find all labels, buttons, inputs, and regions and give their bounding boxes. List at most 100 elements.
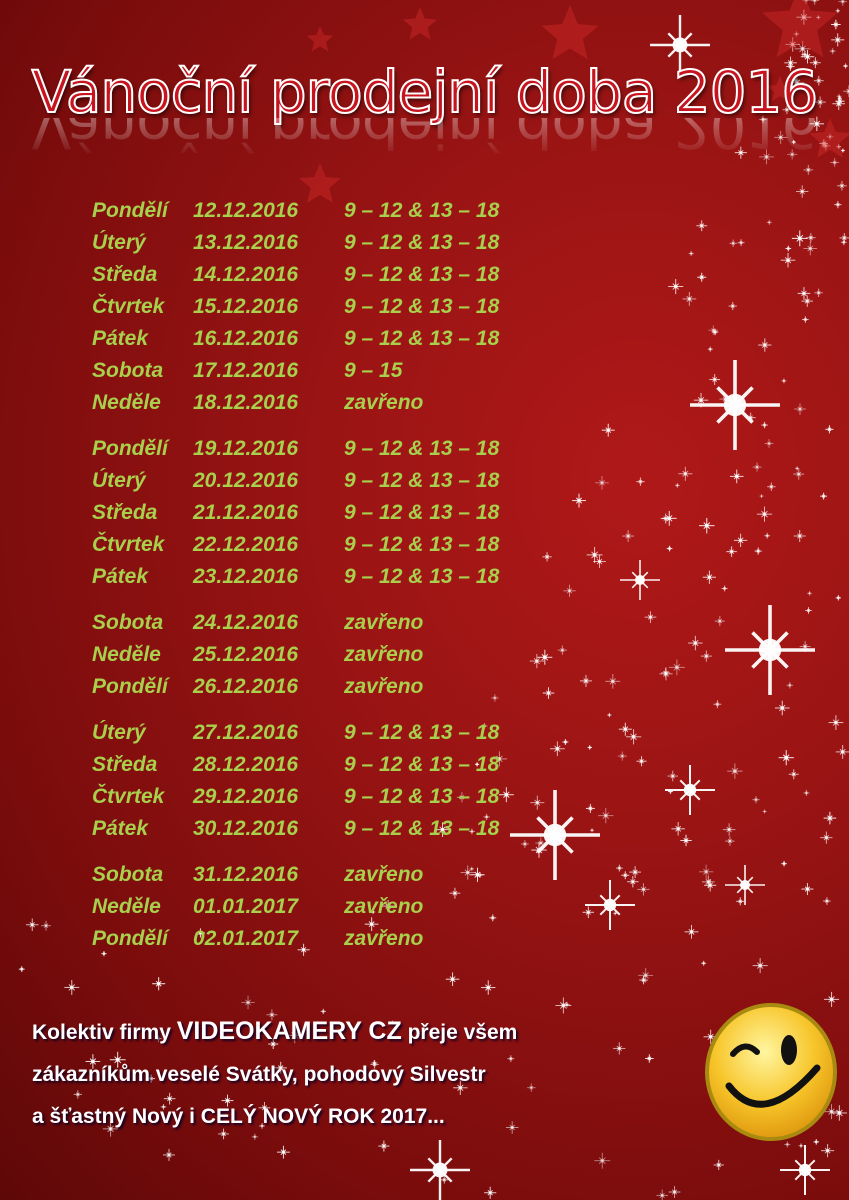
schedule-day: Úterý [92,231,146,254]
sparkle-star-icon [830,158,840,167]
sparkle-star-icon [286,1027,303,1044]
sparkle-star-icon [586,547,603,563]
sparkle-star-icon [371,1059,378,1066]
sparkle-star-icon [483,813,490,821]
sparkle-star-icon [25,918,39,932]
schedule-date: 21.12.2016 [193,501,299,524]
sparkle-star-icon [826,133,834,141]
sparkle-star-icon [725,865,765,905]
sparkle-star-icon [675,483,680,488]
schedule-date: 23.12.2016 [193,565,299,588]
sparkle-star-icon [802,316,809,323]
schedule-hours: zavřeno [344,391,424,414]
sparkle-star-icon [764,439,774,448]
sparkle-star-icon [598,807,614,824]
sparkle-star-icon [481,722,488,730]
schedule-day: Úterý [92,721,146,744]
winking-smiley-icon [705,1003,837,1141]
sparkle-star-icon [721,585,728,592]
sparkle-star-icon [713,700,722,709]
schedule-date: 31.12.2016 [193,863,299,886]
sparkle-star-icon [638,967,654,983]
sparkle-star-icon [505,1121,519,1134]
sparkle-star-icon [601,423,615,437]
schedule-table: Pondělí 12.12.2016 9 – 12 & 13 – 18 Úterý 13… [92,195,544,969]
schedule-date: 24.12.2016 [193,611,299,634]
sparkle-star-icon [160,1104,167,1110]
schedule-day: Pátek [92,817,149,840]
schedule-hours: 9 – 12 & 13 – 18 [344,501,500,524]
sparkle-star-icon [837,180,847,191]
sparkle-star-icon [666,545,673,552]
sparkle-star-icon [668,659,685,676]
schedule-row: Úterý 20.12.2016 9 – 12 & 13 – 18 [92,465,544,497]
sparkle-star-icon [163,1148,175,1161]
sparkle-star-icon [793,530,806,542]
sparkle-star-icon [542,687,555,699]
sparkle-star-icon [809,57,821,69]
schedule-day: Neděle [92,391,161,414]
red-star-icon [541,5,599,60]
schedule-group: Sobota 31.12.2016 zavřeno Neděle 01.01.2017 z… [92,859,544,955]
sparkle-star-icon [752,796,760,804]
sparkle-star-icon [468,828,475,835]
sparkle-star-icon [708,325,719,335]
sparkle-star-icon [510,790,600,880]
sparkle-star-icon [727,763,743,779]
company-name: VIDEOKAMERY CZ [176,1017,402,1045]
sparkle-star-icon [781,860,787,867]
schedule-hours: 9 – 15 [344,359,403,382]
schedule-day: Čtvrtek [92,533,165,556]
sparkle-star-icon [707,346,713,352]
greeting-message: Kolektiv firmy VIDEOKAMERY CZ přeje všem… [32,1010,517,1138]
sparkle-star-icon [684,924,699,939]
schedule-group: Sobota 24.12.2016 zavřeno Neděle 25.12.2016 z… [92,607,544,703]
sparkle-star-icon [780,252,796,268]
red-star-icon [402,7,438,40]
sparkle-star-icon [382,899,395,913]
schedule-hours: zavřeno [344,675,424,698]
schedule-hours: 9 – 12 & 13 – 18 [344,437,500,460]
sparkle-star-icon [453,1080,468,1095]
sparkle-star-icon [821,1144,835,1158]
sparkle-star-icon [774,700,790,716]
sparkle-star-icon [507,1055,515,1063]
schedule-hours: 9 – 12 & 13 – 18 [344,565,500,588]
sparkle-star-icon [809,116,824,131]
schedule-hours: 9 – 12 & 13 – 18 [344,231,500,254]
sparkle-star-icon [18,966,25,973]
sparkle-star-icon [690,360,780,450]
schedule-day: Pondělí [92,675,168,698]
sparkle-star-icon [390,1020,395,1025]
sparkle-star-icon [562,739,569,745]
schedule-row: Úterý 27.12.2016 9 – 12 & 13 – 18 [92,717,544,749]
sparkle-star-icon [665,765,715,815]
schedule-row: Středa 28.12.2016 9 – 12 & 13 – 18 [92,749,544,781]
sparkle-star-icon [819,139,828,148]
sparkle-star-icon [809,90,816,97]
sparkle-star-icon [251,1133,258,1140]
schedule-row: Středa 14.12.2016 9 – 12 & 13 – 18 [92,259,544,291]
schedule-row: Sobota 17.12.2016 9 – 15 [92,355,544,387]
sparkle-star-icon [704,879,717,892]
sparkle-star-icon [722,823,736,836]
sparkle-star-icon [759,115,767,124]
sparkle-star-icon [801,295,813,307]
sparkle-star-icon [762,809,767,814]
sparkle-star-icon [761,421,768,429]
sparkle-star-icon [752,462,762,472]
sparkle-star-icon [789,75,805,91]
sparkle-star-icon [786,62,795,71]
schedule-hours: 9 – 12 & 13 – 18 [344,199,500,222]
sparkle-star-icon [729,469,744,484]
sparkle-star-icon [784,1141,791,1148]
schedule-date: 12.12.2016 [193,199,299,222]
sparkle-star-icon [460,865,475,880]
sparkle-star-icon [787,149,798,160]
sparkle-star-icon [101,950,107,957]
sparkle-star-icon [814,288,823,298]
sparkle-star-icon [537,649,553,665]
schedule-day: Neděle [92,643,161,666]
greeting-text: a šťastný Nový i CELÝ NOVÝ ROK 2017... [32,1105,445,1128]
sparkle-star-icon [734,146,747,159]
